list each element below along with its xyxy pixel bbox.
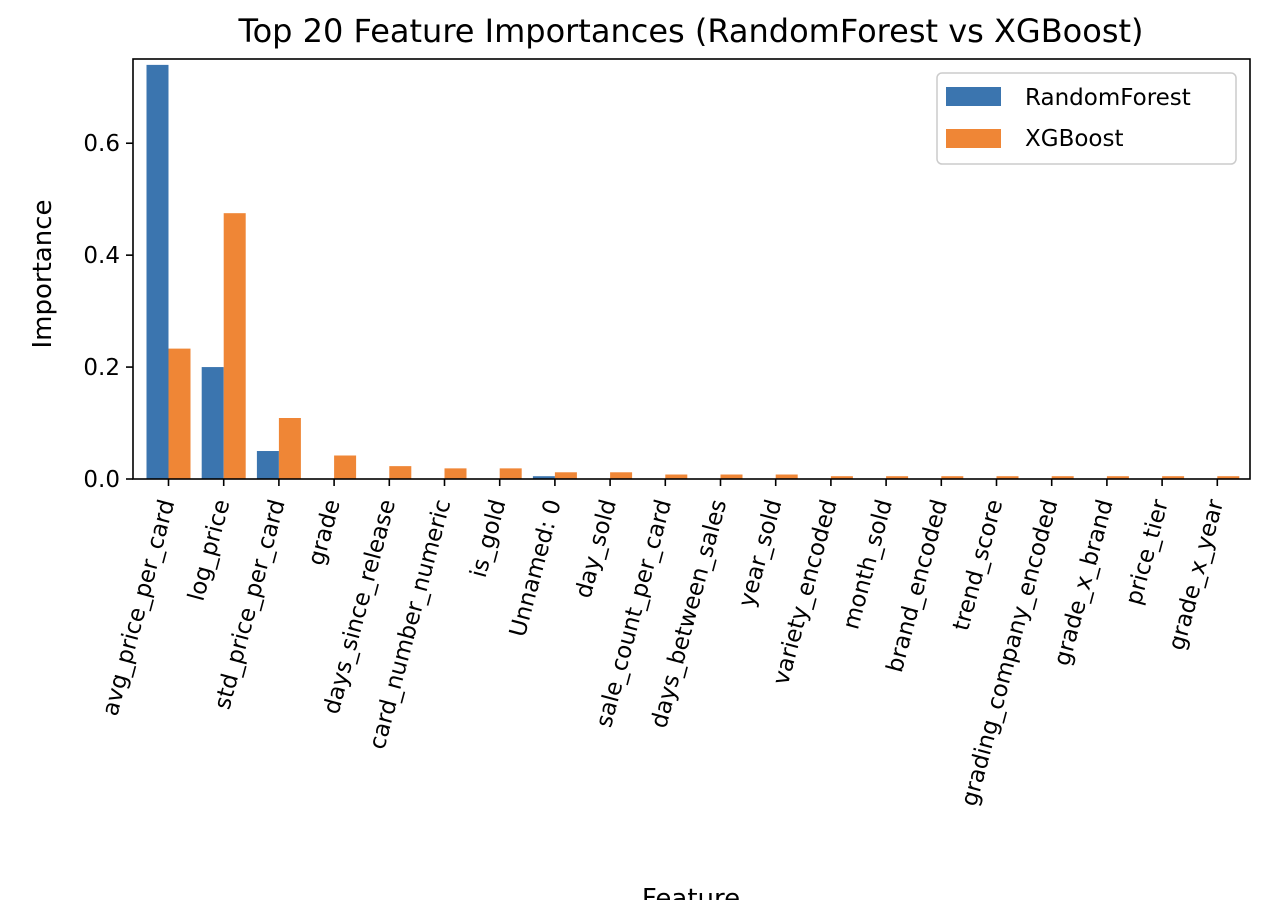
legend-box [936,72,1237,165]
legend-swatch-randomforest [946,87,1001,106]
legend-label-xgboost: XGBoost [1025,126,1124,152]
legend-swatch-xgboost [946,129,1001,148]
plot-frame [132,58,1251,480]
bar-xgboost-avg-price-per-card [168,348,191,479]
bar-xgboost-days-since-release [389,466,412,479]
legend-label-randomforest: RandomForest [1025,85,1191,111]
y-tick-label: 0.2 [83,355,120,381]
bar-randomforest-avg-price-per-card [146,64,169,479]
bar-xgboost-grade-x-year [1217,476,1240,479]
bar-xgboost-log-price [223,213,246,479]
y-axis: 0.0 0.2 0.4 0.6 [83,131,133,493]
bar-xgboost-std-price-per-card [278,418,301,479]
bar-randomforest-unnamed-0 [532,476,555,479]
y-tick-label: 0.6 [83,131,120,157]
bar-xgboost-grade [334,455,357,479]
bars-group [146,64,1240,479]
bar-xgboost-grade-x-brand [1106,476,1129,479]
bar-xgboost-unnamed-0 [554,472,577,479]
y-axis-label: Importance [28,200,58,349]
bar-xgboost-day-sold [610,472,633,479]
bar-xgboost-year-sold [775,474,798,479]
bar-xgboost-sale-count-per-card [665,474,688,479]
bar-xgboost-brand-encoded [941,476,964,479]
bar-xgboost-is-gold [499,468,522,479]
bar-xgboost-trend-score [996,476,1019,479]
legend: RandomForest XGBoost [936,72,1237,165]
bar-xgboost-variety-encoded [830,476,853,479]
y-tick-label: 0.0 [83,467,120,493]
bar-xgboost-grading-company-encoded [1051,476,1074,479]
y-tick-label: 0.4 [83,243,120,269]
bar-xgboost-month-sold [886,476,909,479]
bar-xgboost-price-tier [1162,476,1185,479]
bar-randomforest-log-price [201,367,224,479]
chart-title: Top 20 Feature Importances (RandomForest… [237,12,1143,50]
bar-xgboost-days-between-sales [720,474,743,479]
x-axis-label: Feature [642,884,740,900]
bar-randomforest-std-price-per-card [256,451,279,479]
bar-xgboost-card-number-numeric [444,468,467,479]
